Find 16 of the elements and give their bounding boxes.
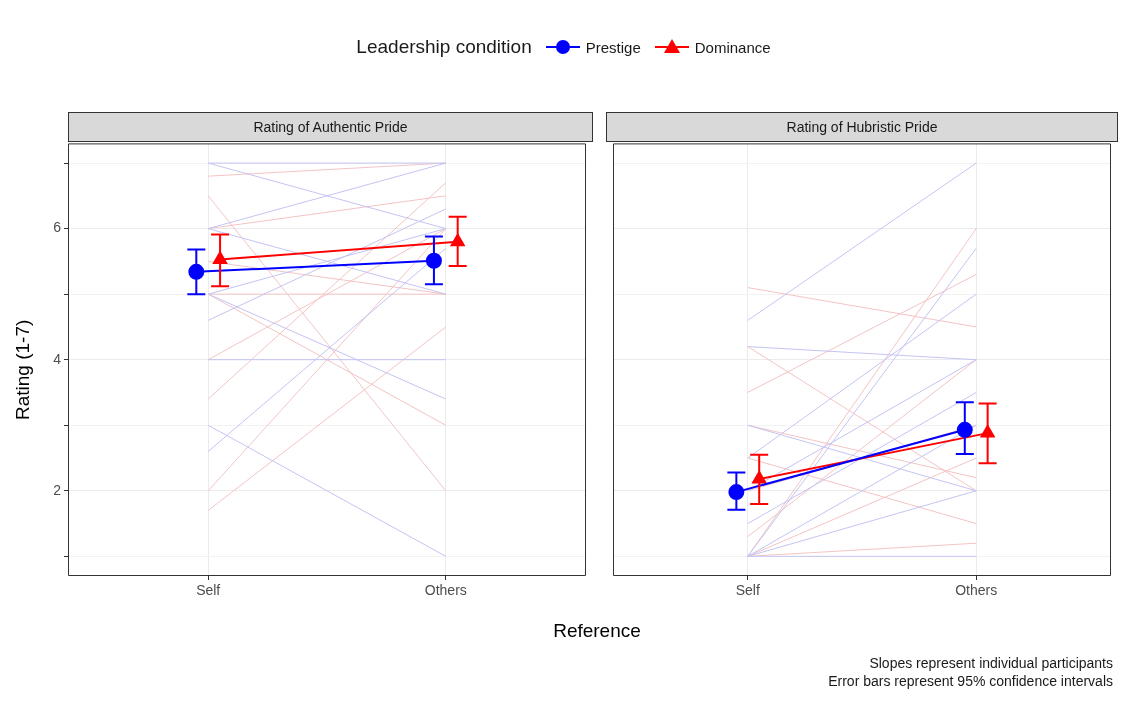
y-tick-label: 4: [53, 350, 62, 367]
chart-title: Rating of Authentic Pride: [68, 112, 593, 142]
legend-label: Prestige: [585, 38, 641, 56]
y-axis-title: Rating (1-7): [12, 318, 34, 423]
x-axis-title: Reference: [552, 620, 642, 642]
x-tick-label: Others: [955, 582, 998, 599]
text: Slopes represent individual participants: [869, 655, 1113, 671]
x-tick-label: Others: [424, 582, 467, 599]
chart-title: Rating of Hubristic Pride: [606, 112, 1118, 142]
x-tick-label: Self: [735, 582, 760, 599]
legend-title: Leadership condition: [356, 36, 532, 58]
legend-label: Dominance: [694, 38, 771, 56]
y-tick-label: 6: [53, 219, 62, 236]
y-tick-label: 2: [53, 481, 62, 498]
text: Error bars represent 95% confidence intervals: [828, 673, 1113, 689]
x-tick-label: Self: [196, 582, 221, 599]
